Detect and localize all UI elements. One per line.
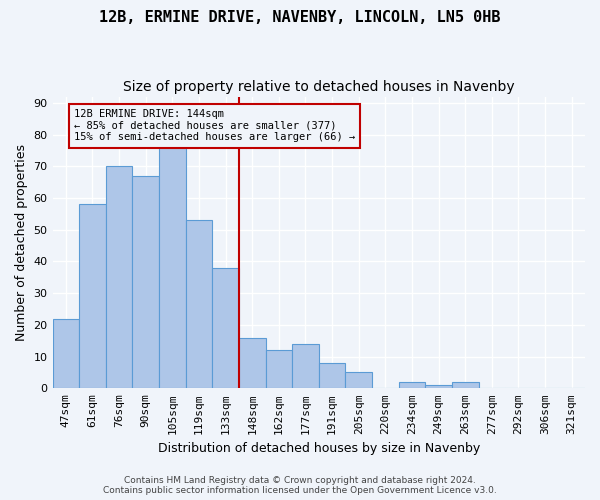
Bar: [159, 148, 185, 388]
X-axis label: Distribution of detached houses by size in Navenby: Distribution of detached houses by size …: [158, 442, 480, 455]
Bar: [185, 220, 212, 388]
Bar: [319, 363, 346, 388]
Bar: [346, 372, 372, 388]
Bar: [398, 382, 425, 388]
Bar: [266, 350, 292, 389]
Bar: [292, 344, 319, 389]
Bar: [79, 204, 106, 388]
Title: Size of property relative to detached houses in Navenby: Size of property relative to detached ho…: [123, 80, 515, 94]
Text: Contains HM Land Registry data © Crown copyright and database right 2024.
Contai: Contains HM Land Registry data © Crown c…: [103, 476, 497, 495]
Text: 12B, ERMINE DRIVE, NAVENBY, LINCOLN, LN5 0HB: 12B, ERMINE DRIVE, NAVENBY, LINCOLN, LN5…: [99, 10, 501, 25]
Bar: [239, 338, 266, 388]
Bar: [452, 382, 479, 388]
Bar: [53, 318, 79, 388]
Y-axis label: Number of detached properties: Number of detached properties: [15, 144, 28, 341]
Bar: [425, 385, 452, 388]
Bar: [106, 166, 133, 388]
Bar: [133, 176, 159, 388]
Bar: [212, 268, 239, 388]
Text: 12B ERMINE DRIVE: 144sqm
← 85% of detached houses are smaller (377)
15% of semi-: 12B ERMINE DRIVE: 144sqm ← 85% of detach…: [74, 109, 355, 142]
